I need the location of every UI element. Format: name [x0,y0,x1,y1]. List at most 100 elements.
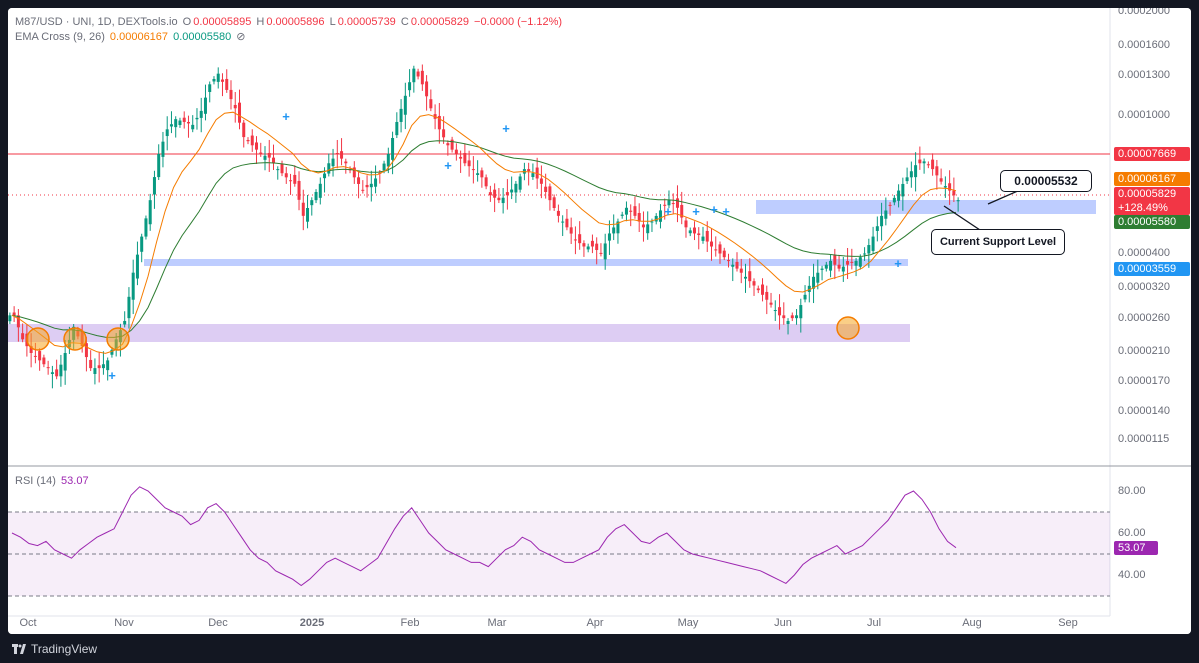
crossover-marker: + [692,204,700,219]
tradingview-logo[interactable]: TradingView [12,642,97,656]
rsi-value: 53.07 [61,475,89,487]
high-value: 0.00005896 [266,16,325,28]
candle-body [301,202,305,216]
candle-body [267,152,271,158]
candle-body [89,359,93,369]
candles-group [8,64,960,389]
candle-body [501,197,505,204]
candle-body [480,170,484,178]
price-chart[interactable]: + + + + + + + + + 0.0002000 0.0001600 0.0001300 0.0… [8,8,1191,634]
candle-body [773,310,777,312]
support-price-tag: 0.00003559 [1114,262,1190,276]
candle-body [680,204,684,218]
open-value: 0.00005895 [193,16,252,28]
candle-body [46,367,50,369]
candle-body [369,183,373,188]
candle-body [471,169,475,171]
candle-body [361,189,365,191]
candle-body [782,315,786,319]
candle-body [539,178,543,184]
candle-body [178,120,182,125]
candle-body [612,227,616,234]
candle-body [38,351,42,361]
candle-body [395,121,399,136]
candle-body [8,315,12,322]
price-callout-pointer [987,189,1021,205]
candle-body [795,315,799,319]
time-axis-label: Apr [586,617,603,629]
candle-body [935,166,939,176]
last-price-tag: 0.00005829 +128.49% [1114,187,1190,215]
candle-body [667,200,671,206]
candle-body [186,121,190,124]
candle-body [535,167,539,179]
symbol-legend: M87/USD · UNI, 1D, DEXTools.io O 0.000058… [15,16,564,28]
time-axis-label: Mar [488,617,507,629]
candle-body [731,264,735,267]
rsi-band [8,512,1110,596]
candle-body [918,159,922,164]
candle-body [33,355,37,357]
accumulation-marker [106,327,130,351]
candle-body [144,218,148,237]
candle-body [140,236,144,252]
candle-body [225,78,229,90]
candle-body [242,122,246,138]
candle-body [420,70,424,85]
candle-body [16,315,20,328]
ema-slow-value: 0.00005580 [173,31,232,43]
candle-body [514,183,518,193]
candle-body [641,224,645,228]
candle-body [216,73,220,82]
candle-body [272,157,276,164]
candle-body [182,117,186,122]
candle-body [323,173,327,179]
candle-body [833,255,837,265]
candle-body [110,349,114,355]
candle-body [880,215,884,227]
candle-body [437,115,441,130]
candle-body [127,296,131,319]
ema-visibility-icon[interactable]: ⊘ [236,31,246,43]
candle-body [544,186,548,192]
candle-body [705,230,709,242]
resistance-price-tag: 0.00007669 [1114,147,1190,161]
time-axis-label: Jun [774,617,792,629]
crossover-marker: + [108,368,116,383]
rsi-price-tag: 53.07 [1114,541,1158,555]
candle-body [425,81,429,97]
price-axis-label: 0.0001600 [1118,39,1170,51]
candle-body [561,221,565,223]
time-axis-label: May [678,617,699,629]
candle-body [408,82,412,91]
candle-body [484,177,488,187]
crossover-marker: + [710,202,718,217]
candle-body [263,155,267,160]
symbol-name: M87/USD · UNI, 1D, DEXTools.io [15,16,178,28]
candle-body [289,180,293,182]
mid-support-zone [144,259,908,266]
candle-body [476,173,480,175]
price-axis-label: 0.0000140 [1118,405,1170,417]
marker-group: + + + + + + + + + [26,109,902,383]
candle-body [812,276,816,289]
candle-body [246,139,250,142]
candle-body [803,294,807,300]
candle-body [633,206,637,216]
crossover-marker: + [502,121,510,136]
candle-body [191,124,195,130]
candle-body [624,207,628,215]
ema-label: EMA Cross (9, 26) [15,31,105,43]
candle-body [318,183,322,198]
candle-body [867,245,871,254]
candle-body [786,320,790,325]
candle-body [84,343,88,358]
last-price-value: 0.00005829 [1118,188,1177,200]
close-label: C [400,16,409,28]
candle-body [931,159,935,170]
candle-body [586,246,590,250]
candle-body [837,264,841,269]
ema-legend: EMA Cross (9, 26) 0.00006167 0.00005580 … [15,30,248,43]
candle-body [739,268,743,273]
candle-body [765,291,769,300]
